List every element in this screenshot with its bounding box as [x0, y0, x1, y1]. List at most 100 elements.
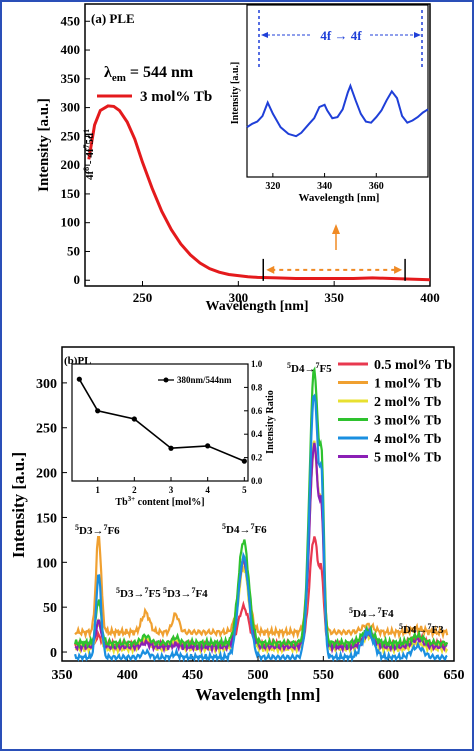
inset-b-line — [78, 378, 245, 462]
panel-a-axes — [84, 3, 431, 287]
panel-a-ylabel: Intensity [a.u.] — [36, 98, 52, 192]
panel-a-x-ticks: 250 300 350 400 — [133, 281, 440, 305]
pl-series-line — [74, 366, 449, 651]
b-ytick-label: 0 — [50, 646, 57, 661]
inset-a-xtick-label: 340 — [317, 181, 332, 192]
transition-label: 5D4→7F6 — [222, 522, 267, 536]
inset-b-xtick-label: 1 — [95, 485, 100, 495]
pl-series-line — [74, 444, 449, 640]
inset-b-xtick-label: 3 — [169, 485, 174, 495]
inset-b-xlabel: Tb3+ content [mol%] — [115, 495, 204, 508]
inset-a-line — [246, 82, 429, 138]
legend-entry: 2 mol% Tb — [374, 395, 442, 410]
b-xtick-label: 450 — [182, 668, 203, 683]
a-xtick-label: 300 — [229, 290, 249, 305]
transition-annotation-4f8-4f75d1: 4f8 - 4f75d1 — [82, 129, 96, 180]
inset-b-ytick-label: 0.8 — [251, 382, 263, 392]
inset-b-xtick-label: 4 — [205, 485, 210, 495]
inset-a-title: 4f → 4f — [320, 28, 362, 43]
legend-entry: 1 mol% Tb — [374, 377, 442, 392]
legend-entry: 4 mol% Tb — [374, 432, 442, 447]
b-ytick-label: 250 — [36, 422, 57, 437]
a-ytick-label: 50 — [67, 243, 80, 258]
b-xtick-label: 550 — [313, 668, 334, 683]
inset-b-ytick-label: 0.2 — [251, 453, 263, 463]
panel-b-xlabel: Wavelength [nm] — [195, 685, 320, 704]
a-ytick-label: 250 — [61, 128, 81, 143]
inset-a-x-ticks: 320 340 360 — [265, 173, 384, 192]
b-xtick-label: 600 — [378, 668, 399, 683]
b-xtick-label: 650 — [444, 668, 465, 683]
inset-b-ytick-label: 0.6 — [251, 406, 263, 416]
inset-b-ytick-label: 0.4 — [251, 429, 263, 439]
inset-b-y-ticks: 0.0 0.2 0.4 0.6 0.8 1.0 — [244, 359, 263, 486]
panel-b-series-lines — [74, 366, 449, 663]
panel-b-ylabel: Intensity [a.u.] — [9, 452, 28, 558]
panel-b-legend: 0.5 mol% Tb 1 mol% Tb 2 mol% Tb 3 mol% Tb 4 … — [338, 358, 452, 466]
inset-b-axes — [71, 363, 249, 482]
a-xtick-label: 400 — [420, 290, 440, 305]
inset-a-xtick-label: 320 — [265, 181, 280, 192]
b-ytick-label: 150 — [36, 511, 57, 526]
transition-label: 5D4→7F3 — [399, 622, 444, 636]
up-arrow-head — [332, 224, 340, 234]
a-ytick-label: 200 — [61, 157, 81, 172]
a-ytick-label: 350 — [61, 71, 81, 86]
range-arrowhead-right — [394, 265, 403, 274]
inset-b-ytick-label: 1.0 — [251, 359, 263, 369]
transition-label: 5D3→7F4 — [163, 586, 208, 600]
b-ytick-label: 50 — [43, 601, 57, 616]
pl-series-line — [74, 393, 448, 663]
a-ytick-label: 450 — [61, 13, 81, 28]
b-ytick-label: 200 — [36, 467, 57, 482]
panel-b-y-ticks: 0 50 100 150 200 250 300 — [36, 377, 67, 661]
b-xtick-label: 350 — [52, 668, 73, 683]
inset-b-legend-marker — [163, 377, 169, 383]
legend-entry: 3 mol% Tb — [374, 414, 442, 429]
transition-label: 5D4→7F5 — [287, 361, 332, 375]
inset-b-x-ticks: 1 2 3 4 5 — [95, 477, 247, 495]
lambda-em-label: λem = 544 nm — [104, 64, 194, 84]
inset-b-ytick-label: 0.0 — [251, 476, 263, 486]
inset-a-axes — [246, 4, 429, 178]
b-xtick-label: 500 — [248, 668, 269, 683]
transition-label: 5D3→7F5 — [116, 586, 161, 600]
a-xtick-label: 350 — [324, 290, 344, 305]
panel-b-chart: 0 50 100 150 200 250 300 350 400 450 500 550 600 650… — [9, 346, 465, 704]
range-marker — [262, 224, 406, 281]
panel-a-chart: 0 50 100 150 200 250 300 350 400 450 250 300 350 400… — [36, 3, 440, 314]
legend-3mol-tb: 3 mol% Tb — [140, 89, 212, 105]
inset-a-arrowhead-right — [414, 32, 421, 38]
panel-a-xlabel: Wavelength [nm] — [205, 299, 308, 314]
inset-a-xlabel: Wavelength [nm] — [299, 192, 380, 204]
inset-a-arrowhead-left — [261, 32, 268, 38]
a-ytick-label: 100 — [61, 215, 81, 230]
b-ytick-label: 100 — [36, 556, 57, 571]
b-xtick-label: 400 — [117, 668, 138, 683]
inset-b-xtick-label: 2 — [132, 485, 137, 495]
a-ytick-label: 300 — [61, 100, 81, 115]
panel-b-x-ticks: 350 400 450 500 550 600 650 — [52, 656, 465, 683]
a-xtick-label: 250 — [133, 290, 153, 305]
b-ytick-label: 300 — [36, 377, 57, 392]
panel-a-label: (a) PLE — [91, 11, 135, 26]
panel-b-inset: 1 2 3 4 5 0.0 0.2 0.4 0.6 0.8 1.0 380nm/544nm Tb3… — [71, 359, 276, 508]
inset-b-xtick-label: 5 — [242, 485, 247, 495]
panel-a-y-ticks: 0 50 100 150 200 250 300 350 400 450 — [61, 13, 90, 287]
transition-label: 5D4→7F4 — [349, 606, 394, 620]
inset-b-ylabel: Intensity Ratio — [265, 390, 276, 454]
panel-a-inset: 320 340 360 4f → 4f Wavelength [nm] Intens… — [230, 4, 429, 204]
transition-labels: 5D3→7F6 5D3→7F5 5D3→7F4 5D4→7F6 5D4→7F5 5D4→7… — [75, 361, 444, 636]
range-arrowhead-left — [266, 265, 275, 274]
a-ytick-label: 150 — [61, 186, 81, 201]
transition-label: 5D3→7F6 — [75, 523, 120, 537]
inset-a-ylabel: Intensity [a.u.] — [230, 62, 241, 125]
ple-3mol-tb-line — [87, 104, 431, 282]
a-ytick-label: 400 — [61, 42, 81, 57]
inset-b-legend-text: 380nm/544nm — [177, 375, 232, 385]
legend-entry: 0.5 mol% Tb — [374, 358, 452, 373]
inset-a-xtick-label: 360 — [369, 181, 384, 192]
a-ytick-label: 0 — [74, 272, 81, 287]
legend-entry: 5 mol% Tb — [374, 451, 442, 466]
